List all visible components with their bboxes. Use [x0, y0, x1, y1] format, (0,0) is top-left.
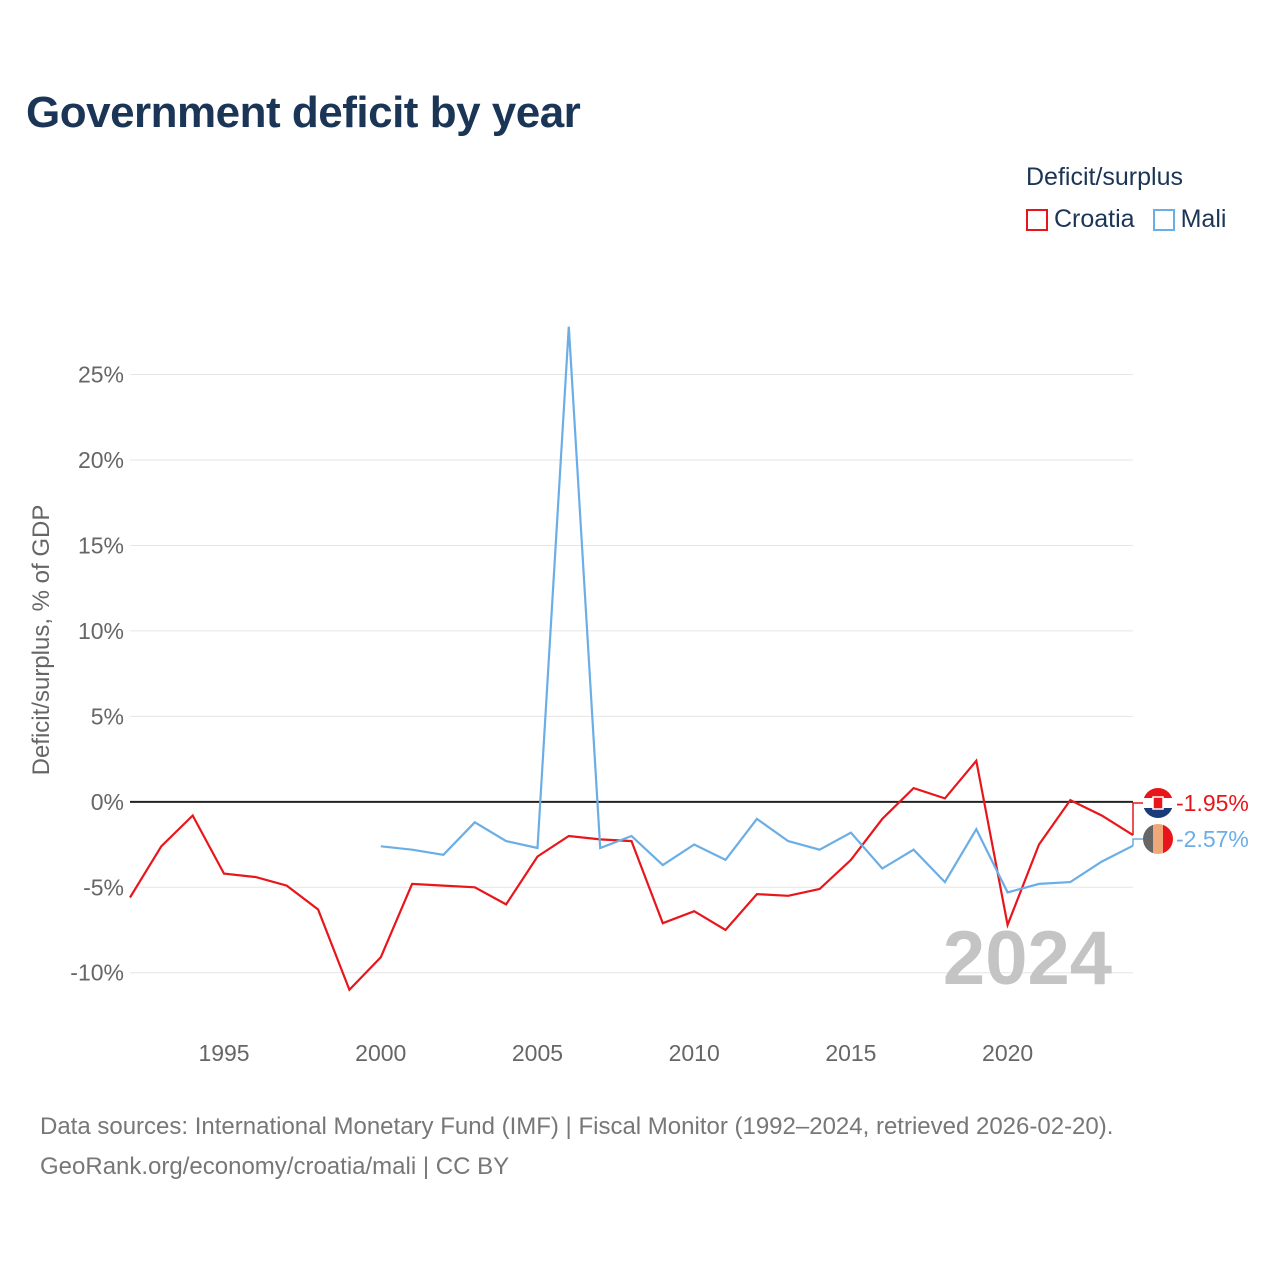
y-tick-label: 25%	[78, 362, 124, 388]
legend-label-mali: Mali	[1180, 205, 1227, 233]
end-connector-croatia	[1132, 802, 1144, 836]
y-tick-label: 0%	[91, 789, 124, 815]
source-line-1: Data sources: International Monetary Fun…	[40, 1113, 1114, 1140]
y-tick-label: 20%	[78, 447, 124, 473]
croatia-flag-icon	[1143, 788, 1173, 818]
mali-flag-icon	[1143, 824, 1173, 854]
series-line-mali	[380, 326, 1134, 894]
x-tick-label: 2005	[512, 1040, 563, 1066]
end-value-label-mali: -2.57%	[1176, 826, 1249, 852]
y-tick-label: -5%	[83, 874, 124, 900]
end-connector-mali	[1132, 838, 1144, 846]
chart-title: Government deficit by year	[26, 88, 581, 137]
legend: Croatia Mali	[1026, 205, 1226, 234]
y-tick-label: 15%	[78, 532, 124, 558]
legend-title: Deficit/surplus	[1026, 163, 1183, 191]
legend-item-mali[interactable]: Mali	[1152, 205, 1227, 234]
source-note: Data sources: International Monetary Fun…	[40, 1107, 1113, 1187]
source-line-2: GeoRank.org/economy/croatia/mali | CC BY	[40, 1153, 510, 1180]
y-tick-label: 10%	[78, 618, 124, 644]
legend-label-croatia: Croatia	[1054, 205, 1135, 233]
end-value-label-croatia: -1.95%	[1176, 790, 1249, 816]
x-tick-label: 2015	[825, 1040, 876, 1066]
legend-swatch-mali	[1152, 208, 1175, 231]
series-line-croatia	[129, 758, 1134, 992]
x-tick-label: 1995	[198, 1040, 249, 1066]
y-tick-label: 5%	[91, 703, 124, 729]
x-tick-label: 2020	[982, 1040, 1033, 1066]
x-tick-label: 2000	[355, 1040, 406, 1066]
year-watermark: 2024	[943, 916, 1112, 1001]
x-tick-label: 2010	[669, 1040, 720, 1066]
legend-swatch-croatia	[1026, 208, 1048, 231]
y-tick-label: -10%	[70, 960, 124, 986]
legend-item-croatia[interactable]: Croatia	[1026, 205, 1135, 234]
